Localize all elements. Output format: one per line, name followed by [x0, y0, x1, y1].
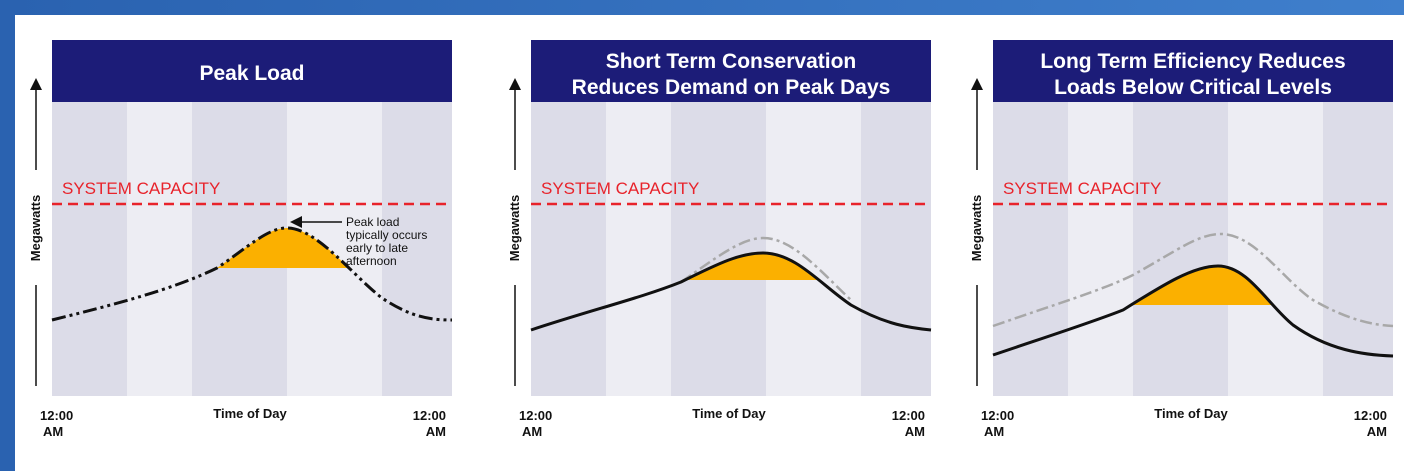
y-axis-label: Megawatts — [507, 195, 522, 261]
y-axis-label: Megawatts — [969, 195, 984, 261]
x-start-label: 12:00 — [40, 408, 73, 423]
x-end-label: AM — [1367, 424, 1387, 439]
peak-area — [685, 253, 819, 280]
x-start-label: AM — [984, 424, 1004, 439]
x-start-label: 12:00 — [981, 408, 1014, 423]
stripe — [1133, 100, 1228, 396]
panel-title: Reduces Demand on Peak Days — [572, 76, 891, 99]
annotation: Peak load — [346, 215, 399, 229]
panel: Short Term Conservation Reduces Demand on… — [507, 40, 932, 439]
x-axis-label: Time of Day — [692, 406, 766, 421]
panel-title: Short Term Conservation — [606, 50, 856, 73]
stripe — [671, 100, 766, 396]
annotation: typically occurs — [346, 228, 427, 242]
x-end-label: 12:00 — [413, 408, 446, 423]
previous-load — [992, 232, 1394, 328]
load-curve — [51, 226, 453, 322]
x-axis-label: Time of Day — [1154, 406, 1228, 421]
x-start-label: AM — [522, 424, 542, 439]
x-end-label: 12:00 — [1354, 408, 1387, 423]
y-axis-label: Megawatts — [28, 195, 43, 261]
panel-title: Peak Load — [199, 62, 304, 85]
x-axis-label: Time of Day — [213, 406, 287, 421]
stripe — [861, 100, 931, 396]
stripe — [1228, 100, 1323, 396]
stripe — [382, 100, 452, 396]
stripe — [606, 100, 671, 396]
stripe — [993, 100, 1068, 396]
stripe — [127, 100, 192, 396]
stripe — [766, 100, 861, 396]
load-curve — [530, 251, 932, 332]
stripe — [52, 100, 127, 396]
x-end-label: 12:00 — [892, 408, 925, 423]
x-end-label: AM — [905, 424, 925, 439]
panel: Long Term Efficiency Reduces Loads Below … — [969, 40, 1394, 439]
panel-title: Loads Below Critical Levels — [1054, 76, 1332, 99]
panel-title: Long Term Efficiency Reduces — [1040, 50, 1345, 73]
x-end-label: AM — [426, 424, 446, 439]
title-box — [531, 40, 931, 102]
previous-load — [680, 236, 852, 301]
title-box — [993, 40, 1393, 102]
annotation: early to late — [346, 241, 408, 255]
peak-area — [1131, 266, 1273, 305]
capacity-label: SYSTEM CAPACITY — [1003, 179, 1161, 198]
stripe — [1068, 100, 1133, 396]
stripe — [531, 100, 606, 396]
capacity-label: SYSTEM CAPACITY — [62, 179, 220, 198]
x-start-label: 12:00 — [519, 408, 552, 423]
annotation: afternoon — [346, 254, 397, 268]
title-box — [52, 40, 452, 102]
load-curve — [992, 264, 1394, 358]
peak-area — [217, 228, 350, 268]
x-start-label: AM — [43, 424, 63, 439]
capacity-label: SYSTEM CAPACITY — [541, 179, 699, 198]
panel: Peak Load SYSTEM CAPACITY Megawatts Time of… — [28, 40, 453, 439]
